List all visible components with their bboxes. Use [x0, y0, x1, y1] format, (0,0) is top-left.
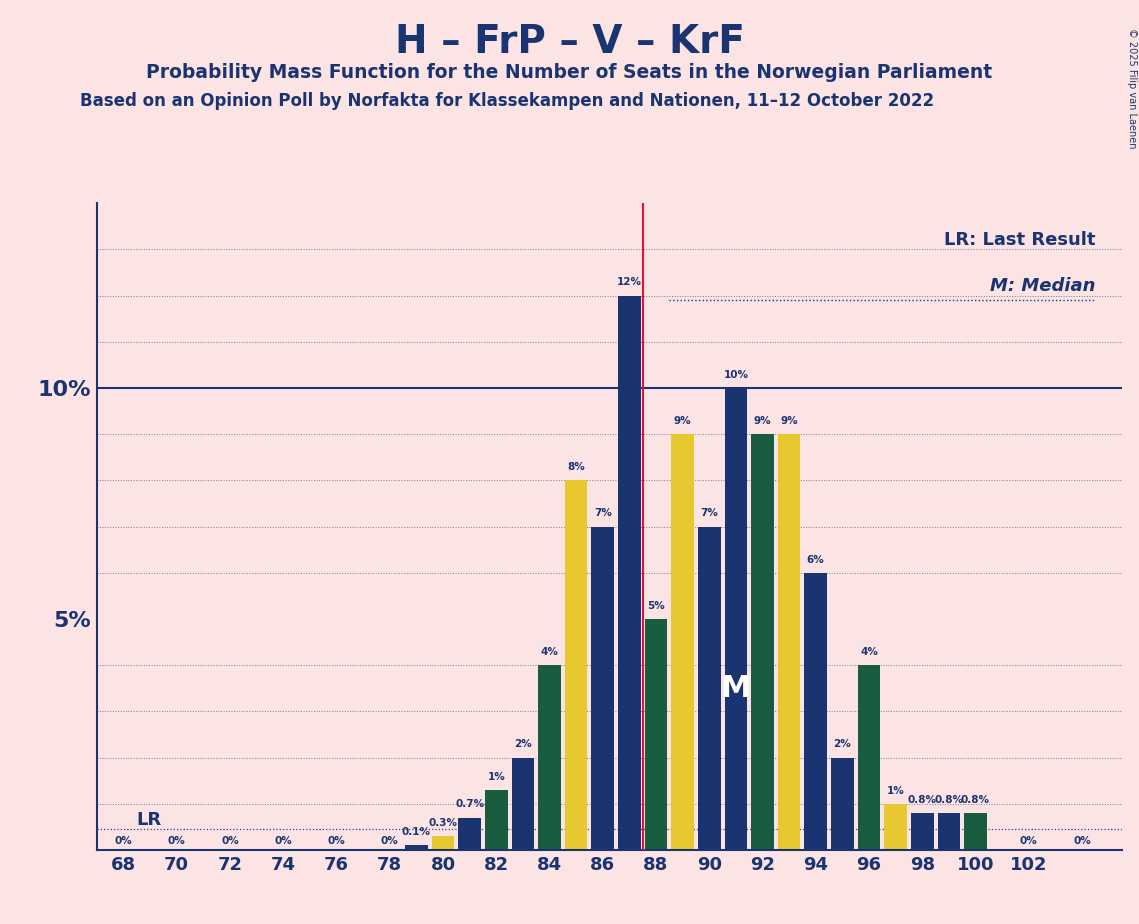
Text: 12%: 12%	[617, 277, 642, 287]
Text: M: Median: M: Median	[990, 277, 1096, 295]
Text: 4%: 4%	[541, 647, 558, 657]
Bar	[724, 388, 747, 850]
Text: 1%: 1%	[887, 785, 904, 796]
Text: 0.8%: 0.8%	[961, 795, 990, 805]
Bar	[485, 790, 508, 850]
Text: 2%: 2%	[514, 739, 532, 749]
Text: 9%: 9%	[780, 416, 798, 426]
Text: 7%: 7%	[700, 508, 719, 518]
Bar	[645, 619, 667, 850]
Text: 9%: 9%	[754, 416, 771, 426]
Bar	[804, 573, 827, 850]
Text: Based on an Opinion Poll by Norfakta for Klassekampen and Nationen, 11–12 Octobe: Based on an Opinion Poll by Norfakta for…	[80, 92, 934, 110]
Bar	[432, 836, 454, 850]
Bar	[405, 845, 427, 850]
Text: 5%: 5%	[647, 601, 665, 611]
Text: 0%: 0%	[221, 836, 239, 846]
Bar	[458, 818, 481, 850]
Bar	[831, 758, 853, 850]
Text: 0%: 0%	[274, 836, 292, 846]
Bar	[618, 296, 640, 850]
Text: 4%: 4%	[860, 647, 878, 657]
Text: Probability Mass Function for the Number of Seats in the Norwegian Parliament: Probability Mass Function for the Number…	[147, 63, 992, 82]
Bar	[538, 665, 560, 850]
Bar	[671, 434, 694, 850]
Text: LR: LR	[137, 811, 162, 830]
Bar	[591, 527, 614, 850]
Text: 7%: 7%	[593, 508, 612, 518]
Bar	[565, 480, 588, 850]
Bar	[964, 813, 986, 850]
Text: 0%: 0%	[115, 836, 132, 846]
Text: H – FrP – V – KrF: H – FrP – V – KrF	[394, 23, 745, 61]
Text: 0%: 0%	[328, 836, 345, 846]
Text: 6%: 6%	[806, 554, 825, 565]
Bar	[511, 758, 534, 850]
Bar	[937, 813, 960, 850]
Bar	[884, 804, 907, 850]
Bar	[751, 434, 773, 850]
Text: 0%: 0%	[380, 836, 399, 846]
Text: 10%: 10%	[723, 370, 748, 380]
Text: 0%: 0%	[1019, 836, 1038, 846]
Text: 0%: 0%	[1073, 836, 1091, 846]
Text: 0%: 0%	[167, 836, 186, 846]
Text: 0.3%: 0.3%	[428, 818, 458, 828]
Text: 0.7%: 0.7%	[454, 799, 484, 809]
Text: 0.8%: 0.8%	[908, 795, 936, 805]
Text: LR: Last Result: LR: Last Result	[944, 231, 1096, 249]
Bar	[911, 813, 934, 850]
Text: 9%: 9%	[674, 416, 691, 426]
Text: M: M	[721, 674, 751, 703]
Text: 2%: 2%	[834, 739, 851, 749]
Text: 8%: 8%	[567, 462, 585, 472]
Bar	[698, 527, 721, 850]
Bar	[778, 434, 801, 850]
Text: 0.1%: 0.1%	[402, 827, 431, 837]
Text: 1%: 1%	[487, 772, 505, 782]
Text: 0.8%: 0.8%	[934, 795, 964, 805]
Bar	[858, 665, 880, 850]
Text: © 2025 Filip van Laenen: © 2025 Filip van Laenen	[1126, 28, 1137, 148]
